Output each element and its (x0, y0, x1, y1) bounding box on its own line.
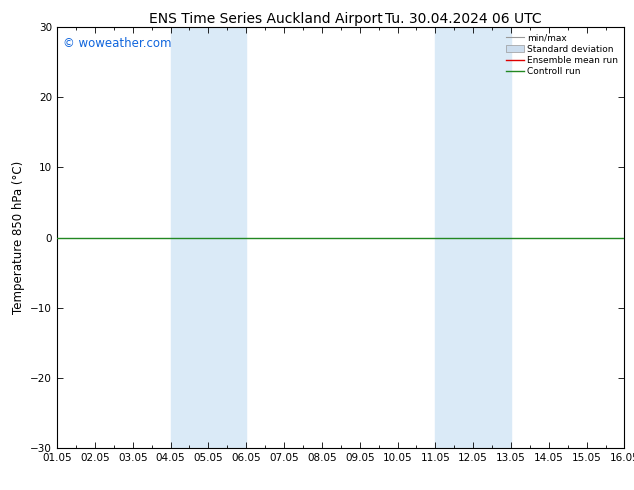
Text: Tu. 30.04.2024 06 UTC: Tu. 30.04.2024 06 UTC (384, 12, 541, 26)
Y-axis label: Temperature 850 hPa (°C): Temperature 850 hPa (°C) (12, 161, 25, 314)
Bar (436, 27, 511, 448)
Text: © woweather.com: © woweather.com (63, 38, 171, 50)
Text: ENS Time Series Auckland Airport: ENS Time Series Auckland Airport (150, 12, 383, 26)
Legend: min/max, Standard deviation, Ensemble mean run, Controll run: min/max, Standard deviation, Ensemble me… (502, 30, 622, 80)
Bar (171, 27, 246, 448)
